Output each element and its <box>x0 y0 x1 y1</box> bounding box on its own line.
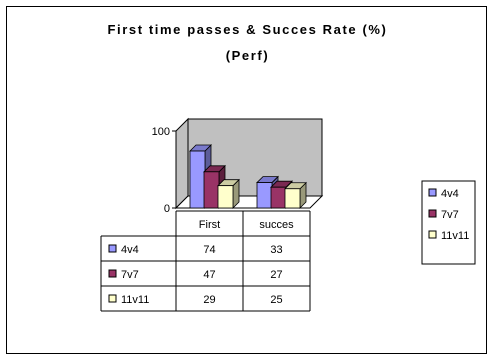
legend-label: 11v11 <box>441 230 469 242</box>
bar <box>217 185 234 209</box>
table-value: 29 <box>203 294 215 306</box>
table-value: 27 <box>270 269 282 281</box>
table-legend-key <box>108 244 117 253</box>
bar <box>284 188 301 209</box>
table-value: 74 <box>203 244 215 256</box>
legend-key <box>428 230 437 239</box>
table-series-label: 11v11 <box>121 294 149 306</box>
table-value: 33 <box>270 244 282 256</box>
table-legend-key <box>108 294 117 303</box>
table-header-1: succes <box>259 219 294 231</box>
y-tick-label: 100 <box>152 126 170 138</box>
table-header-0: First <box>199 219 220 231</box>
table-value: 25 <box>270 294 282 306</box>
side-wall <box>175 117 189 210</box>
legend-label: 4v4 <box>441 188 459 200</box>
bar <box>189 150 206 209</box>
y-tick-label: 0 <box>164 203 170 215</box>
table-legend-key <box>108 269 117 278</box>
table-series-label: 4v4 <box>121 244 139 256</box>
legend-key <box>428 209 437 218</box>
bar <box>270 186 287 209</box>
legend-key <box>428 188 437 197</box>
chart-subtitle: (Perf) <box>225 48 270 63</box>
legend-label: 7v7 <box>441 209 459 221</box>
table-value: 47 <box>203 269 215 281</box>
table-series-label: 7v7 <box>121 269 139 281</box>
bar <box>203 171 220 209</box>
bar <box>256 182 273 209</box>
chart-title: First time passes & Succes Rate (%) <box>107 22 388 37</box>
